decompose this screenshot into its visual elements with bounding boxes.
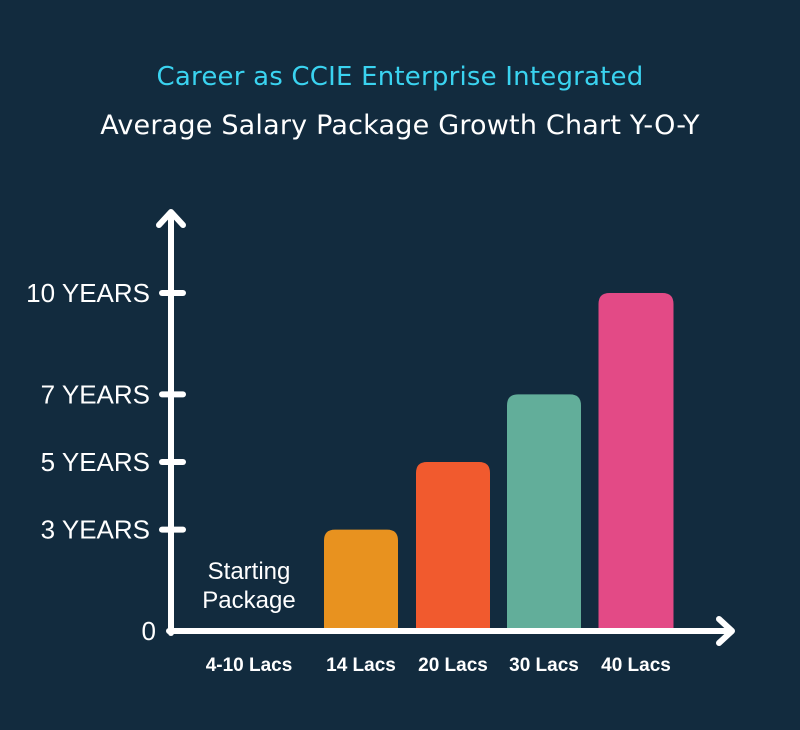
x-tick-label: 4-10 Lacs (206, 655, 293, 676)
x-tick-label: 20 Lacs (418, 655, 488, 676)
y-tick-label: 5 YEARS (41, 447, 150, 477)
starting-package-annotation: Package (202, 587, 295, 614)
starting-package-annotation: Starting (208, 558, 291, 585)
x-tick-label: 40 Lacs (601, 655, 671, 676)
x-tick-label: 30 Lacs (509, 655, 579, 676)
y-tick-label: 3 YEARS (41, 515, 150, 545)
chart-subtitle: Average Salary Package Growth Chart Y-O-… (100, 110, 700, 141)
chart-title: Career as CCIE Enterprise Integrated (156, 62, 644, 92)
y-axis-arrow-icon (156, 209, 186, 228)
bar-40-lacs (598, 293, 674, 631)
x-axis-arrow-icon (716, 616, 735, 646)
bar-14-lacs (324, 529, 398, 631)
bar-20-lacs (416, 462, 490, 631)
y-tick-label: 0 (142, 616, 156, 646)
x-tick-label: 14 Lacs (326, 655, 396, 676)
y-tick-label: 10 YEARS (26, 278, 150, 308)
bar-30-lacs (507, 394, 581, 631)
y-tick-label: 7 YEARS (41, 379, 150, 409)
